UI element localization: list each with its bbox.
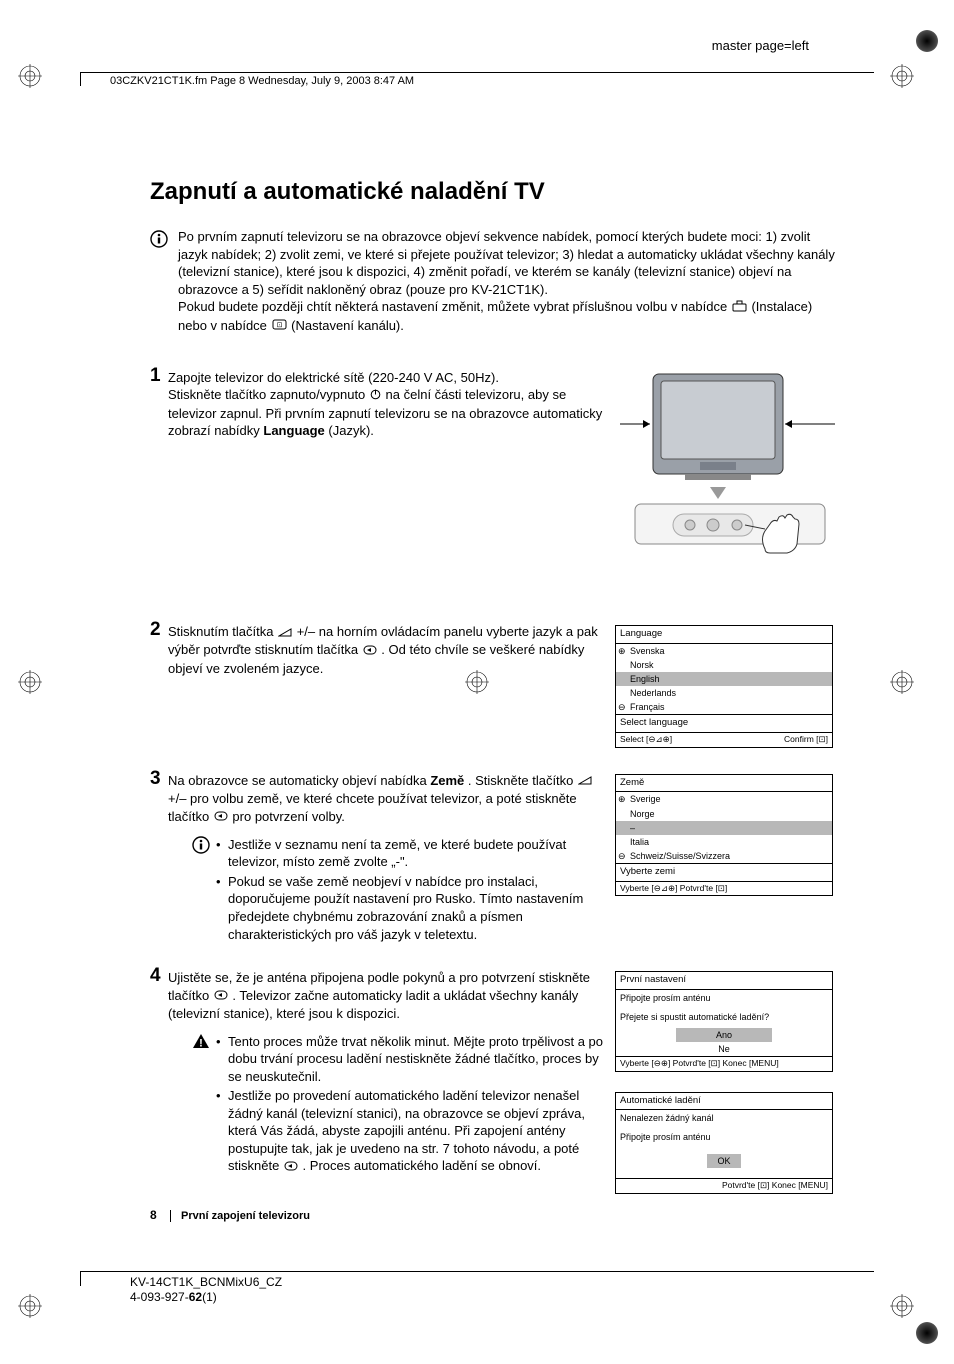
intro-paragraph-2: Pokud budete později chtít některá nasta… [178, 298, 840, 335]
country-menu: Země ⊕Sverige Norge – Italia ⊖Schweiz/Su… [615, 774, 833, 897]
step3-bullet-1: Jestliže v seznamu není ta země, ve kter… [216, 836, 603, 871]
auto-tune-sub: Nenalezen žádný kanál [616, 1110, 832, 1126]
enter-icon [214, 987, 228, 1005]
step4-text: Ujistěte se, že je anténa připojena podl… [168, 969, 603, 1022]
step3-text: Na obrazovce se automaticky objeví nabíd… [168, 772, 603, 826]
header-line: 03CZKV21CT1K.fm Page 8 Wednesday, July 9… [80, 72, 874, 87]
document-footer: KV-14CT1K_BCNMixU6_CZ 4-093-927-62(1) [130, 1275, 282, 1306]
triangle-icon [578, 772, 592, 790]
up-arrow-icon: ⊕ [618, 793, 626, 805]
menu-item: ⊕Sverige [616, 792, 832, 806]
intro-text: Po prvním zapnutí televizoru se na obraz… [178, 228, 840, 335]
enter-icon [214, 808, 228, 826]
header-filename: 03CZKV21CT1K.fm Page 8 Wednesday, July 9… [110, 75, 414, 87]
toolbox-icon [732, 299, 747, 317]
step-number-1: 1 [150, 365, 168, 387]
svg-text:⊡: ⊡ [276, 322, 282, 329]
page-number: 8 [150, 1208, 157, 1222]
down-arrow-icon: ⊖ [618, 701, 626, 713]
triangle-icon [278, 624, 292, 642]
country-menu-subtitle: Vyberte zemi [616, 863, 832, 881]
registration-mark [18, 670, 42, 694]
step1-line2: Stiskněte tlačítko zapnuto/vypnuto na če… [168, 386, 603, 439]
country-menu-title: Země [616, 775, 832, 793]
up-arrow-icon: ⊕ [618, 645, 626, 657]
channel-setup-icon: ⊡ [272, 317, 287, 335]
registration-mark [18, 64, 42, 88]
menu-item-selected: English [616, 672, 832, 686]
page-title: Zapnutí a automatické naladění TV [150, 178, 840, 206]
menu-item-selected: – [616, 821, 832, 835]
menu-item: Italia [616, 835, 832, 849]
footer-section-title: První zapojení televizoru [170, 1210, 310, 1222]
menu-item: Norsk [616, 658, 832, 672]
bottom-crop-line [80, 1271, 874, 1272]
registration-mark [890, 64, 914, 88]
enter-icon [284, 1158, 298, 1176]
language-menu-title: Language [616, 626, 832, 644]
step3-bullet-2: Pokud se vaše země neobjeví v nabídce pr… [216, 873, 603, 943]
first-setup-menu: První nastavení Připojte prosím anténu P… [615, 971, 833, 1071]
language-menu-footer: Select [⊖⊿⊕] Confirm [⊡] [616, 732, 832, 746]
step2-text: Stisknutím tlačítka +/– na horním ovláda… [168, 623, 603, 677]
step-number-4: 4 [150, 965, 168, 987]
registration-mark [890, 670, 914, 694]
registration-mark [890, 1294, 914, 1318]
menu-item: ⊖Français [616, 700, 832, 714]
step4-bullet-1: Tento proces může trvat několik minut. M… [216, 1033, 603, 1086]
language-menu: Language ⊕Svenska Norsk English Nederlan… [615, 625, 833, 748]
language-menu-subtitle: Select language [616, 714, 832, 732]
country-menu-footer: Vyberte [⊖⊿⊕] Potvrd'te [⊡] [616, 881, 832, 895]
corner-dot [916, 30, 938, 52]
auto-tune-menu: Automatické ladění Nenalezen žádný kanál… [615, 1092, 833, 1194]
power-symbol-icon [370, 387, 381, 405]
info-icon [150, 230, 170, 335]
step4-bullet-2: Jestliže po provedení automatického ladě… [216, 1087, 603, 1176]
first-setup-msg: Přejete si spustit automatické ladění? [616, 1006, 832, 1028]
doc-code-line1: KV-14CT1K_BCNMixU6_CZ [130, 1275, 282, 1291]
first-setup-sub: Připojte prosím anténu [616, 990, 832, 1006]
option-yes: Ano [676, 1028, 772, 1042]
step-number-2: 2 [150, 619, 168, 641]
first-setup-title: První nastavení [616, 972, 832, 990]
tv-illustration [615, 369, 840, 559]
master-page-label: master page=left [712, 38, 809, 53]
menu-item: Norge [616, 807, 832, 821]
menu-item: ⊕Svenska [616, 644, 832, 658]
down-arrow-icon: ⊖ [618, 850, 626, 862]
page-footer: 8 První zapojení televizoru [150, 1208, 310, 1222]
svg-text:!: ! [199, 1037, 203, 1049]
auto-tune-msg: Připojte prosím anténu [616, 1126, 832, 1148]
menu-item: Nederlands [616, 686, 832, 700]
first-setup-footer: Vyberte [⊖⊕] Potvrd'te [⊡] Konec [MENU] [616, 1056, 832, 1070]
warning-icon: ! [192, 1033, 216, 1178]
doc-code-line2: 4-093-927-62(1) [130, 1290, 282, 1306]
auto-tune-title: Automatické ladění [616, 1093, 832, 1111]
ok-button: OK [707, 1154, 740, 1168]
intro-paragraph-1: Po prvním zapnutí televizoru se na obraz… [178, 228, 840, 298]
enter-icon [363, 642, 377, 660]
info-icon [192, 836, 216, 945]
corner-dot [916, 1322, 938, 1344]
registration-mark [18, 1294, 42, 1318]
menu-item: ⊖Schweiz/Suisse/Svizzera [616, 849, 832, 863]
auto-tune-footer: Potvrd'te [⊡] Konec [MENU] [616, 1178, 832, 1192]
step-number-3: 3 [150, 768, 168, 790]
step1-line1: Zapojte televizor do elektrické sítě (22… [168, 369, 603, 387]
option-no: Ne [616, 1042, 832, 1056]
